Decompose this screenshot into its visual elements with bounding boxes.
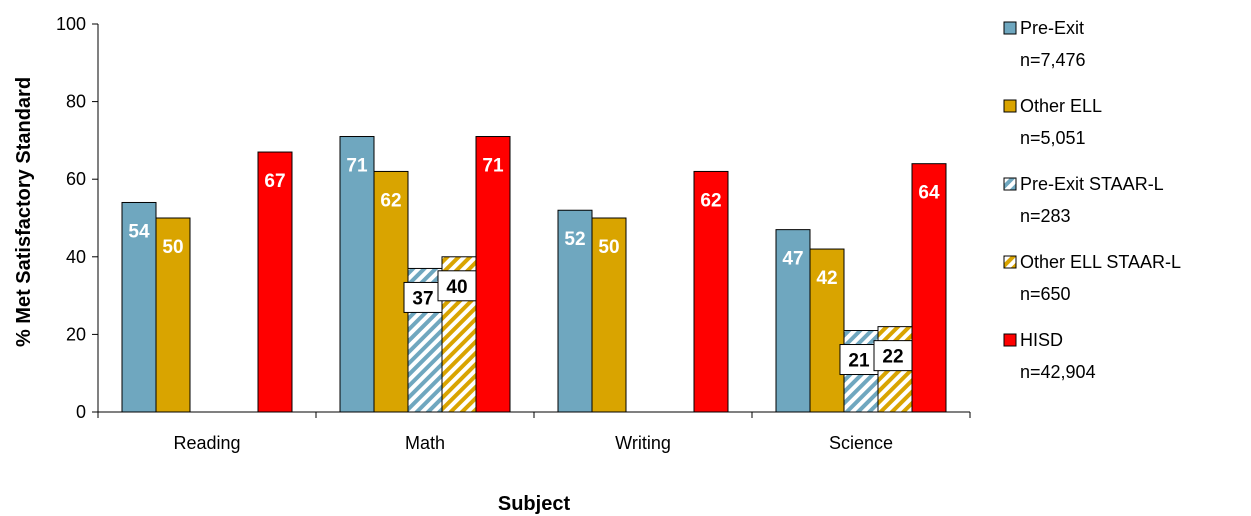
y-tick-label: 0	[76, 402, 86, 422]
bar	[257, 151, 293, 413]
y-axis-title: % Met Satisfactory Standard	[13, 77, 35, 347]
legend: Pre-Exit n=7,476 Other ELL n=5,051 Pre-Exit …	[1003, 18, 1181, 382]
bar	[809, 248, 845, 413]
x-tick-label: Science	[829, 433, 893, 453]
bar	[475, 136, 511, 413]
x-tick-label: Reading	[173, 433, 240, 453]
bars	[121, 136, 947, 413]
data-label: 62	[700, 190, 721, 211]
legend-swatch	[1003, 255, 1017, 269]
data-label: 62	[380, 190, 401, 211]
data-label: 71	[482, 156, 504, 177]
y-tick-label: 80	[66, 92, 86, 112]
legend-swatch	[1003, 99, 1017, 113]
data-label: 40	[446, 277, 467, 298]
legend-swatch	[1003, 333, 1017, 347]
bar	[155, 217, 191, 413]
legend-series-name: Pre-Exit	[1020, 18, 1084, 38]
legend-swatch	[1003, 177, 1017, 191]
data-label: 47	[782, 249, 803, 270]
data-label: 50	[598, 237, 619, 258]
y-tick-label: 20	[66, 324, 86, 344]
data-label: 64	[918, 183, 940, 204]
legend-series-n: n=5,051	[1020, 128, 1086, 148]
y-tick-label: 60	[66, 169, 86, 189]
data-label: 21	[848, 351, 870, 372]
x-axis-title: Subject	[498, 493, 571, 515]
x-tick-label: Writing	[615, 433, 671, 453]
legend-series-name: Other ELL STAAR-L	[1020, 252, 1181, 272]
legend-series-n: n=7,476	[1020, 50, 1086, 70]
data-label: 37	[412, 288, 433, 309]
legend-series-n: n=283	[1020, 206, 1071, 226]
data-label-box	[437, 270, 477, 302]
bar	[121, 201, 157, 413]
data-label: 54	[128, 221, 150, 242]
bar	[911, 163, 947, 413]
data-label: 71	[346, 156, 368, 177]
data-label: 50	[162, 237, 183, 258]
bar	[591, 217, 627, 413]
data-label: 42	[816, 268, 837, 289]
data-label: 52	[564, 229, 585, 250]
legend-swatch	[1003, 21, 1017, 35]
data-label: 67	[264, 171, 285, 192]
legend-series-name: HISD	[1020, 330, 1063, 350]
legend-series-n: n=650	[1020, 284, 1071, 304]
y-tick-label: 40	[66, 247, 86, 267]
bar	[775, 229, 811, 413]
bar	[339, 136, 375, 413]
y-tick-label: 100	[56, 14, 86, 34]
bar	[373, 170, 409, 413]
axes: 0 20 40 60 80 100 Reading Math Writing Science	[56, 14, 971, 453]
legend-series-name: Other ELL	[1020, 96, 1102, 116]
bar-labels: 54 50 67 71 62 37 40 71 52 50 62 47 42 21 22 64	[128, 156, 940, 376]
data-label-box	[873, 340, 913, 372]
x-tick-label: Math	[405, 433, 445, 453]
legend-series-n: n=42,904	[1020, 362, 1096, 382]
data-label: 22	[882, 347, 903, 368]
bar	[693, 170, 729, 413]
bar	[557, 209, 593, 413]
legend-series-name: Pre-Exit STAAR-L	[1020, 174, 1164, 194]
